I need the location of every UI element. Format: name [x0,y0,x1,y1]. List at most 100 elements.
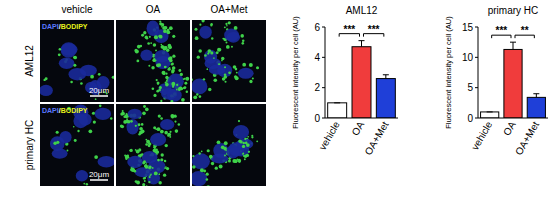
stain-label: DAPI/BODIPY [42,107,88,114]
lipid-droplet [93,120,96,123]
bar [352,47,371,118]
lipid-droplet [158,35,161,38]
scale-bar [90,179,108,181]
lipid-droplet [145,165,148,168]
error-line [385,75,386,79]
lipid-droplet [238,140,241,143]
tick-label: 2 [314,82,320,93]
lipid-droplet [153,126,156,129]
lipid-droplet [142,112,146,116]
lipid-droplet [252,78,254,80]
error-cap [334,102,340,103]
nucleus [192,78,207,94]
nucleus [150,133,166,146]
lipid-droplet [244,154,248,158]
lipid-droplet [178,87,181,90]
lipid-droplet [148,65,150,67]
lipid-droplet [192,165,196,169]
error-line [536,94,537,98]
lipid-droplet [154,35,158,39]
lipid-droplet [90,75,94,79]
lipid-droplet [165,144,168,147]
lipid-droplet [242,142,245,145]
lipid-droplet [156,150,159,153]
lipid-droplet [159,22,162,25]
nucleus [224,28,239,41]
image-content [120,105,180,186]
lipid-droplet [198,152,200,154]
lipid-droplet [168,45,172,49]
scale-bar-label: 20μm [89,86,110,95]
lipid-droplet [121,125,124,128]
lipid-droplet [146,185,148,186]
nucleus [147,21,160,37]
lipid-droplet [135,50,139,54]
bar-chart: AML12Fluorescent intensity per cell (AU)… [291,5,398,157]
nucleus [192,171,207,186]
lipid-droplet [167,68,170,71]
nucleus [76,170,88,181]
error-cap [533,93,539,94]
lipid-droplet [120,124,123,127]
significance-label: *** [495,25,507,36]
lipid-droplet [149,176,151,178]
image-content [134,20,189,102]
nucleus [52,149,68,159]
micrograph [116,104,190,187]
lipid-droplet [208,49,212,53]
lipid-droplet [157,63,161,67]
lipid-droplet [174,121,176,123]
lipid-droplet [199,95,202,98]
lipid-droplet [245,142,248,145]
lipid-droplet [141,123,144,126]
nucleus [233,125,249,139]
lipid-droplet [256,140,258,142]
lipid-droplet [249,63,253,67]
lipid-droplet [209,155,213,159]
lipid-droplet [176,89,178,91]
tick-label: 10 [462,52,474,63]
nucleus [160,119,174,130]
lipid-droplet [163,173,166,176]
lipid-droplet [142,183,145,186]
lipid-droplet [208,88,211,91]
lipid-droplet [213,78,217,82]
lipid-droplet [231,46,233,48]
lipid-droplet [224,81,226,83]
error-cap [487,111,493,112]
lipid-droplet [70,81,73,84]
lipid-droplet [206,185,210,186]
lipid-droplet [160,158,163,161]
lipid-droplet [169,131,171,133]
lipid-droplet [135,125,137,127]
lipid-droplet [145,108,149,112]
axis-title: Fluorescent intensity per cell (AU) [291,16,300,129]
image-content [192,120,258,186]
lipid-droplet [160,45,164,49]
nucleus [59,58,75,69]
lipid-droplet [152,87,155,90]
lipid-droplet [225,23,227,25]
lipid-droplet [139,131,143,135]
lipid-droplet [86,183,88,185]
lipid-droplet [136,181,140,185]
lipid-droplet [185,77,189,81]
lipid-droplet [242,145,245,148]
tick-label: 15 [462,22,474,33]
lipid-droplet [143,105,146,108]
micrograph [188,19,266,102]
lipid-droplet [248,151,250,153]
lipid-droplet [238,160,241,163]
lipid-droplet [92,112,95,115]
lipid-droplet [95,98,97,100]
lipid-droplet [216,51,219,54]
lipid-droplet [192,79,193,81]
lipid-droplet [123,115,125,117]
nucleus [226,145,239,159]
lipid-droplet [130,149,133,152]
category-label: OA [349,119,366,137]
lipid-droplet [211,37,213,39]
image-bg [40,20,114,102]
lipid-droplet [251,135,253,137]
lipid-droplet [99,105,102,108]
